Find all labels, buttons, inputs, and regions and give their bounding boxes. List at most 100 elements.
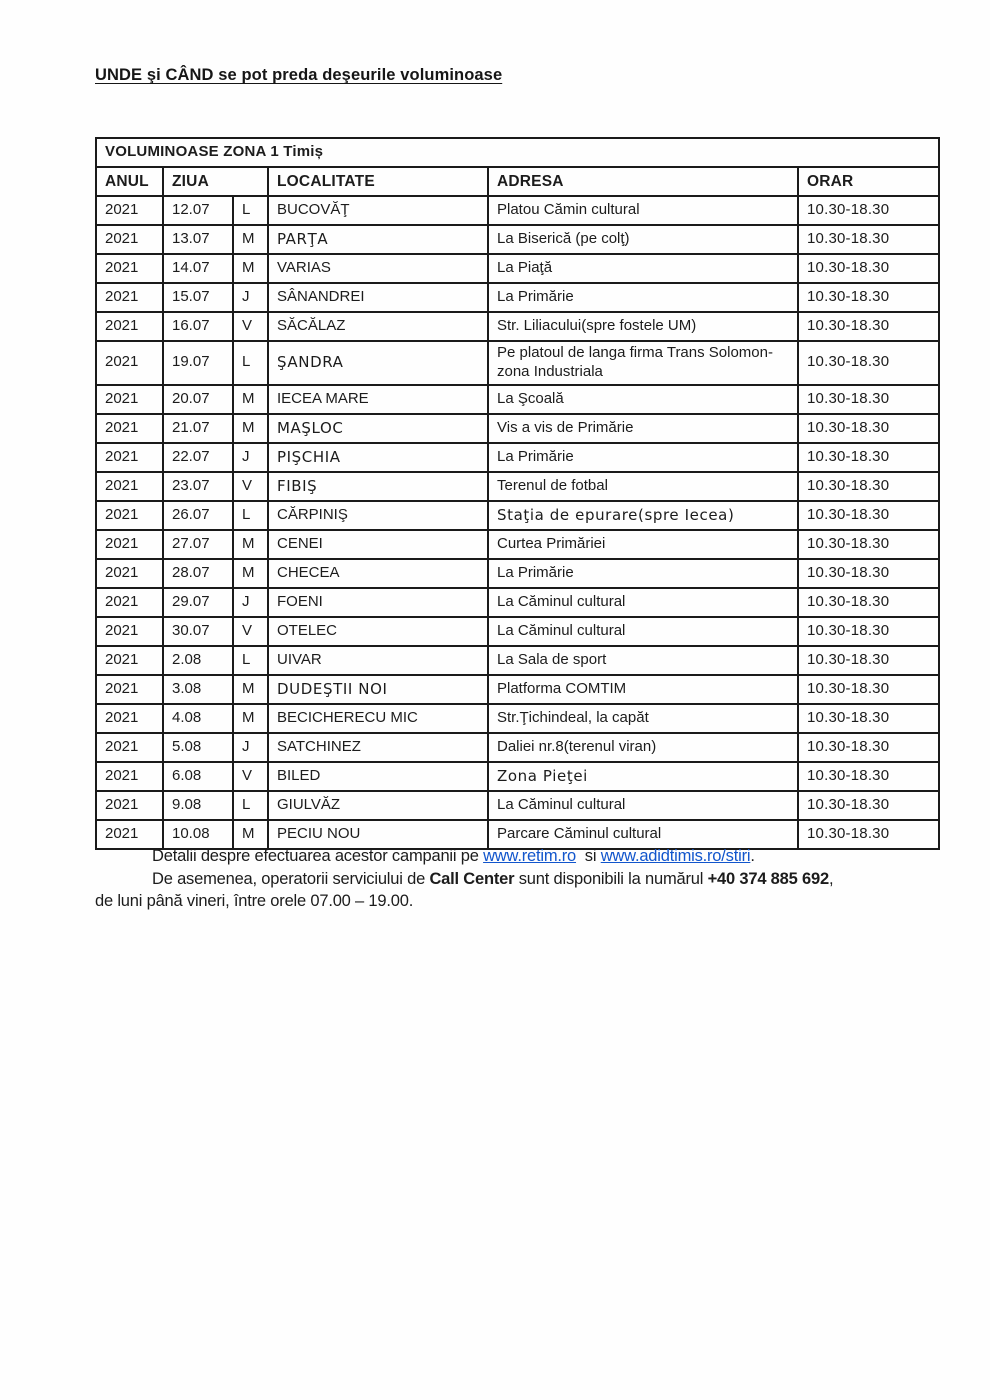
table-caption: VOLUMINOASE ZONA 1 Timiș: [94, 137, 941, 168]
cell-ziua: 19.07: [162, 340, 234, 386]
cell-localitate: FOENI: [267, 586, 489, 618]
cell-adresa: Platforma COMTIM: [487, 673, 799, 705]
page-title: UNDE şi CÂND se pot preda deşeurile volu…: [95, 66, 503, 84]
cell-localitate: UIVAR: [267, 644, 489, 676]
cell-day-letter: J: [232, 441, 269, 473]
footer-callcenter-mid: sunt disponibili la numărul: [514, 869, 708, 888]
cell-adresa: Parcare Căminul cultural: [487, 818, 799, 850]
cell-day-letter: M: [232, 412, 269, 444]
cell-localitate: OTELEC: [267, 615, 489, 647]
cell-orar: 10.30-18.30: [796, 615, 941, 647]
cell-localitate: PARŢA: [267, 224, 489, 255]
cell-anul: 2021: [95, 499, 164, 531]
cell-adresa: Str.Ţichindeal, la capăt: [487, 702, 799, 734]
table-caption-row: VOLUMINOASE ZONA 1 Timiș: [94, 137, 941, 168]
footer-callcenter-suffix: ,: [828, 869, 834, 888]
cell-anul: 2021: [95, 383, 164, 415]
cell-adresa: La Şcoală: [487, 383, 799, 415]
cell-orar: 10.30-18.30: [796, 470, 941, 502]
table-row: 2021 21.07 M MAŞLOC Vis a vis de Primări…: [95, 412, 941, 444]
cell-localitate: SÂNANDREI: [267, 282, 489, 313]
cell-anul: 2021: [95, 673, 164, 705]
cell-localitate: MAŞLOC: [267, 412, 489, 444]
cell-orar: 10.30-18.30: [796, 586, 941, 618]
col-header-localitate: LOCALITATE: [267, 166, 489, 197]
cell-adresa: La Căminul cultural: [487, 789, 799, 821]
cell-anul: 2021: [95, 702, 164, 734]
cell-day-letter: L: [232, 789, 269, 821]
table-row: 2021 26.07 L CĂRPINIŞ Staţia de epurare(…: [95, 499, 941, 531]
phone-number: +40 374 885 692: [707, 869, 830, 888]
cell-adresa: Staţia de epurare(spre Iecea): [487, 499, 799, 531]
table-row: 2021 28.07 M CHECEA La Primărie 10.30-18…: [95, 557, 941, 589]
table-row: 2021 23.07 V FIBIŞ Terenul de fotbal 10.…: [95, 470, 941, 502]
cell-anul: 2021: [95, 528, 164, 560]
cell-ziua: 30.07: [162, 615, 234, 647]
cell-adresa: La Sala de sport: [487, 644, 799, 676]
cell-ziua: 14.07: [162, 253, 234, 284]
cell-localitate: BECICHERECU MIC: [267, 702, 489, 734]
cell-anul: 2021: [95, 311, 164, 342]
cell-anul: 2021: [95, 412, 164, 444]
cell-orar: 10.30-18.30: [796, 412, 941, 444]
cell-day-letter: M: [232, 702, 269, 734]
cell-orar: 10.30-18.30: [796, 311, 941, 342]
cell-day-letter: L: [232, 340, 269, 386]
cell-day-letter: V: [232, 470, 269, 502]
table-row: 2021 22.07 J PIŞCHIA La Primărie 10.30-1…: [95, 441, 941, 473]
cell-day-letter: J: [232, 731, 269, 763]
cell-ziua: 29.07: [162, 586, 234, 618]
cell-anul: 2021: [95, 195, 164, 226]
cell-anul: 2021: [95, 224, 164, 255]
cell-ziua: 3.08: [162, 673, 234, 705]
cell-ziua: 5.08: [162, 731, 234, 763]
cell-adresa: La Primărie: [487, 282, 799, 313]
cell-anul: 2021: [95, 470, 164, 502]
table-row: 2021 15.07 J SÂNANDREI La Primărie 10.30…: [95, 282, 941, 313]
cell-day-letter: L: [232, 195, 269, 226]
cell-ziua: 27.07: [162, 528, 234, 560]
cell-adresa: La Căminul cultural: [487, 586, 799, 618]
adidtimis-link[interactable]: www.adidtimis.ro/stiri: [600, 847, 751, 865]
cell-ziua: 2.08: [162, 644, 234, 676]
cell-adresa: Zona Pieţei: [487, 760, 799, 792]
cell-localitate: SATCHINEZ: [267, 731, 489, 763]
cell-localitate: CĂRPINIŞ: [267, 499, 489, 531]
cell-ziua: 9.08: [162, 789, 234, 821]
cell-orar: 10.30-18.30: [796, 731, 941, 763]
retim-link[interactable]: www.retim.ro: [483, 847, 577, 865]
cell-anul: 2021: [95, 557, 164, 589]
cell-orar: 10.30-18.30: [796, 789, 941, 821]
cell-day-letter: M: [232, 528, 269, 560]
cell-orar: 10.30-18.30: [796, 528, 941, 560]
table-row: 2021 4.08 M BECICHERECU MIC Str.Ţichinde…: [95, 702, 941, 734]
table-row: 2021 10.08 M PECIU NOU Parcare Căminul c…: [95, 818, 941, 850]
cell-day-letter: V: [232, 615, 269, 647]
cell-ziua: 10.08: [162, 818, 234, 850]
cell-ziua: 28.07: [162, 557, 234, 589]
cell-orar: 10.30-18.30: [796, 195, 941, 226]
cell-localitate: CHECEA: [267, 557, 489, 589]
cell-adresa: La Primărie: [487, 441, 799, 473]
cell-adresa: Str. Liliacului(spre fostele UM): [487, 311, 799, 342]
col-header-adresa: ADRESA: [487, 166, 799, 197]
cell-anul: 2021: [95, 731, 164, 763]
cell-adresa: Platou Cămin cultural: [487, 195, 799, 226]
cell-anul: 2021: [95, 340, 164, 386]
cell-anul: 2021: [95, 789, 164, 821]
cell-localitate: SĂCĂLAZ: [267, 311, 489, 342]
cell-orar: 10.30-18.30: [796, 282, 941, 313]
cell-ziua: 6.08: [162, 760, 234, 792]
col-header-ziua: ZIUA: [162, 166, 269, 197]
cell-day-letter: M: [232, 224, 269, 255]
cell-orar: 10.30-18.30: [796, 760, 941, 792]
table-row: 2021 19.07 L ŞANDRA Pe platoul de langa …: [95, 340, 941, 386]
cell-orar: 10.30-18.30: [796, 383, 941, 415]
cell-anul: 2021: [95, 586, 164, 618]
table-row: 2021 16.07 V SĂCĂLAZ Str. Liliacului(spr…: [95, 311, 941, 342]
footer-hours: de luni până vineri, între orele 07.00 –…: [95, 892, 414, 910]
footer-line-campaign: Detalii despre efectuarea acestor campan…: [95, 845, 940, 868]
table-row: 2021 5.08 J SATCHINEZ Daliei nr.8(terenu…: [95, 731, 941, 763]
cell-localitate: GIULVĂZ: [267, 789, 489, 821]
